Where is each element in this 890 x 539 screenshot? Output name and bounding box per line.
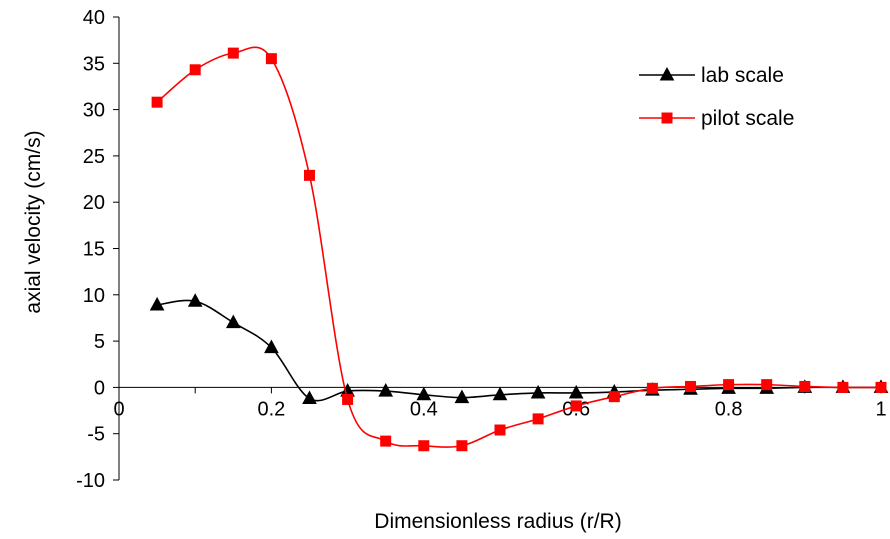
data-point-lab-scale (416, 386, 432, 401)
y-tick-label: 5 (94, 331, 105, 353)
data-point-lab-scale (568, 384, 584, 399)
data-point-pilot-scale (227, 47, 239, 59)
data-point-pilot-scale (570, 400, 582, 412)
data-point-pilot-scale (265, 53, 277, 65)
y-tick-label: 10 (83, 285, 105, 307)
data-point-pilot-scale (494, 424, 506, 436)
series-layer (149, 46, 889, 452)
data-point-lab-scale (530, 384, 546, 399)
y-tick-label: 25 (83, 146, 105, 168)
y-tick-label: 40 (83, 7, 105, 29)
x-tick-label: 1 (875, 398, 886, 420)
y-tick-label: -5 (87, 424, 105, 446)
legend-label-pilot-scale: pilot scale (701, 107, 794, 130)
data-point-pilot-scale (837, 381, 849, 393)
data-point-pilot-scale (608, 391, 620, 403)
data-point-lab-scale (264, 339, 279, 354)
legend-marker-shape (659, 66, 675, 81)
x-tick-label: 0.2 (257, 398, 285, 420)
data-point-lab-scale (492, 386, 508, 401)
y-tick-label: -10 (76, 470, 105, 492)
y-tick-label: 20 (83, 192, 105, 214)
data-point-pilot-scale (799, 380, 811, 392)
data-point-pilot-scale (304, 169, 315, 181)
data-point-pilot-scale (532, 413, 544, 425)
legend: lab scale pilot scale (639, 64, 794, 130)
data-point-pilot-scale (342, 393, 354, 405)
data-point-pilot-scale (456, 440, 468, 452)
data-point-lab-scale (225, 314, 241, 329)
y-tick-label: 15 (83, 239, 105, 261)
series-pilot-scale (151, 46, 887, 452)
legend-marker-shape (661, 112, 673, 124)
legend-label-lab-scale: lab scale (701, 64, 784, 87)
x-tick-label: 0 (113, 398, 124, 420)
data-point-pilot-scale (646, 382, 658, 394)
data-point-lab-scale (454, 389, 470, 404)
data-point-pilot-scale (380, 435, 392, 447)
y-axis-title: axial velocity (cm/s) (22, 130, 45, 313)
y-tick-label: 0 (94, 377, 105, 399)
x-tick-label: 0.4 (410, 398, 438, 420)
y-tick-label: 35 (83, 53, 105, 75)
data-point-pilot-scale (189, 64, 201, 76)
data-point-lab-scale (378, 383, 394, 397)
data-point-pilot-scale (685, 380, 696, 392)
data-point-pilot-scale (151, 96, 163, 108)
data-point-lab-scale (302, 390, 317, 405)
data-point-pilot-scale (418, 440, 430, 452)
legend-marker-pilot-scale (661, 112, 673, 124)
data-point-pilot-scale (875, 381, 887, 393)
x-tick-label: 0.8 (715, 398, 743, 420)
data-point-pilot-scale (723, 379, 735, 391)
y-tick-label: 30 (83, 100, 105, 122)
legend-marker-lab-scale (659, 66, 675, 81)
data-point-lab-scale (149, 296, 165, 311)
x-axis-title: Dimensionless radius (r/R) (374, 510, 621, 533)
data-point-lab-scale (187, 293, 203, 307)
data-point-pilot-scale (761, 379, 773, 391)
